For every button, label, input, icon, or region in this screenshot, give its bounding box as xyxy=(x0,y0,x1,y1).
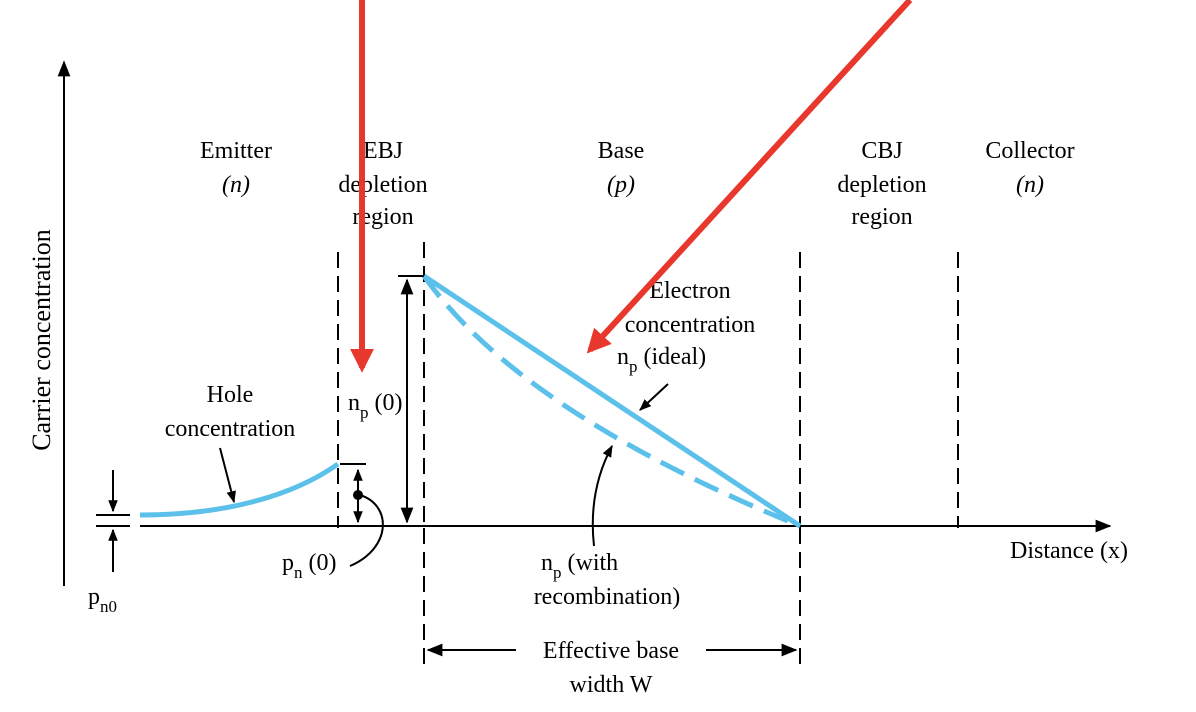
svg-text:Hole: Hole xyxy=(207,382,254,408)
svg-text:concentration: concentration xyxy=(625,312,756,338)
svg-text:concentration: concentration xyxy=(165,416,296,442)
hole-concentration-label: Hole concentration xyxy=(165,382,296,442)
np0-label: np (0) xyxy=(348,390,402,422)
red-arrow-electron-concentration[interactable] xyxy=(586,0,913,354)
svg-text:region: region xyxy=(851,204,912,230)
np-recombination-label-line1: np (with xyxy=(541,550,618,582)
cbj-label: CBJ depletion region xyxy=(837,138,926,230)
effective-width-label-line2: width W xyxy=(570,672,653,698)
svg-text:(n): (n) xyxy=(222,172,250,198)
pn-eq-label: pn0 xyxy=(88,584,117,616)
region-boundaries xyxy=(337,242,959,666)
svg-text:depletion: depletion xyxy=(837,172,926,198)
svg-text:depletion: depletion xyxy=(338,172,427,198)
np-ideal-label: np (ideal) xyxy=(617,344,706,376)
svg-text:Electron: Electron xyxy=(649,278,730,304)
pn0-leader xyxy=(349,494,384,567)
electron-ideal-line xyxy=(422,273,802,529)
svg-text:Base: Base xyxy=(598,138,645,164)
x-axis-label: Distance (x) xyxy=(1010,538,1128,564)
emitter-label: Emitter (n) xyxy=(200,138,272,198)
hole-concentration-curve xyxy=(139,461,340,518)
svg-text:CBJ: CBJ xyxy=(861,138,902,164)
ebj-label: EBJ depletion region xyxy=(338,138,427,230)
hole-leader-arrow xyxy=(219,447,236,504)
svg-text:EBJ: EBJ xyxy=(363,138,403,164)
electron-recombination-curve xyxy=(421,274,801,529)
collector-label: Collector (n) xyxy=(985,138,1074,198)
pn0-label: pn (0) xyxy=(282,550,336,582)
svg-text:Emitter: Emitter xyxy=(200,138,272,164)
pn0-reference-dot xyxy=(353,490,363,500)
effective-width-label-line1: Effective base xyxy=(543,638,679,664)
svg-text:(p): (p) xyxy=(607,172,635,198)
svg-text:Collector: Collector xyxy=(985,138,1074,164)
ideal-leader-arrow xyxy=(639,383,669,411)
base-label: Base (p) xyxy=(598,138,645,198)
electron-concentration-label: Electron concentration xyxy=(625,278,756,338)
y-axis-label: Carrier concentration xyxy=(27,229,56,451)
svg-text:(n): (n) xyxy=(1016,172,1044,198)
np-recombination-label-line2: recombination) xyxy=(534,584,681,610)
recombination-leader-arrow xyxy=(591,444,613,547)
